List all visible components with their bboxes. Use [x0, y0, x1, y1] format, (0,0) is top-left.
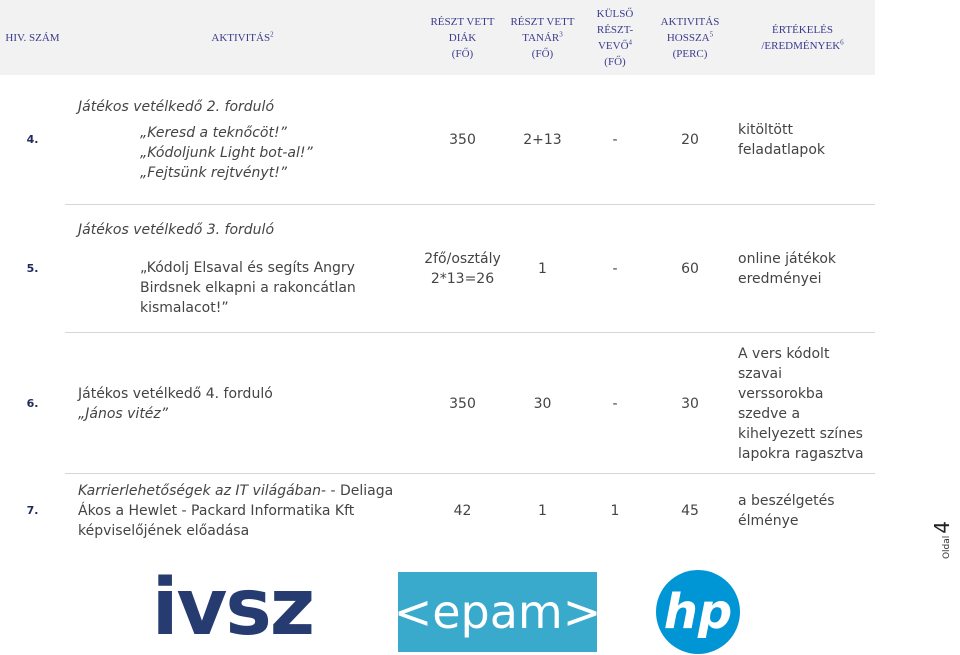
activity-cell: Játékos vetélkedő 4. forduló „János vitéz… — [65, 333, 420, 474]
row-divider — [65, 332, 875, 333]
students-cell: 42 — [420, 474, 505, 548]
header-cell: RÉSZT VETT DIÁK (FŐ) — [420, 0, 505, 75]
header-unit: (FŐ) — [451, 47, 474, 60]
students-line: 2*13=26 — [430, 271, 495, 287]
header-cell: RÉSZT VETT TANÁR3 (FŐ) — [505, 0, 580, 75]
students-line: 42 — [453, 503, 472, 519]
activity-text: Karrierlehetőségek az IT világában- - De… — [78, 481, 400, 541]
activity-text: Játékos vetélkedő 4. forduló „János vitéz… — [78, 384, 273, 424]
activity-cell: Játékos vetélkedő 2. forduló „Keresd a te… — [65, 75, 420, 205]
students-line: 350 — [449, 132, 476, 148]
duration-cell: 45 — [681, 503, 699, 519]
page-label: Oldal — [942, 535, 952, 560]
activity-part: Karrierlehetőségek az IT világában — [78, 483, 321, 499]
students-line: 350 — [449, 395, 476, 412]
header-sup: 3 — [559, 29, 563, 38]
duration-cell: 60 — [681, 261, 699, 277]
teachers-cell: 2+13 — [523, 132, 562, 148]
students-cell: 2fő/osztály 2*13=26 — [420, 205, 505, 333]
activity-text: Játékos vetélkedő 2. forduló „Keresd a te… — [78, 97, 313, 183]
row-number: 5. — [26, 262, 39, 275]
page-number: Oldal 4 — [930, 500, 960, 580]
students-line: 2fő/osztály — [424, 251, 501, 267]
header-label: AKTIVITÁS HOSSZA — [660, 15, 720, 44]
header-label: ÉRTÉKELÉS /EREDMÉNYEK — [761, 23, 841, 52]
students: 42 — [454, 501, 472, 521]
row-number: 6. — [26, 396, 39, 410]
activity-cell: Karrierlehetőségek az IT világában- - De… — [65, 474, 420, 548]
header-unit: (FŐ) — [604, 55, 626, 68]
header-text: RÉSZT VETT TANÁR3 (FŐ) — [509, 14, 576, 62]
header-cell: HIV. SZÁM — [0, 0, 65, 75]
activity-line: „Keresd a teknőcöt!” — [140, 125, 287, 141]
evaluation-cell: a beszélgetés élménye — [738, 493, 835, 529]
teachers-cell: 1 — [538, 503, 547, 519]
students: 350 — [449, 130, 476, 150]
header-text: KÜLSŐ RÉSZT-VEVŐ4 (FŐ) — [584, 6, 646, 70]
activity-line: Játékos vetélkedő 2. forduló — [78, 99, 275, 115]
header-text: HIV. SZÁM — [5, 30, 59, 46]
header-text: ÉRTÉKELÉS /EREDMÉNYEK6 — [734, 22, 871, 54]
header-text: RÉSZT VETT DIÁK (FŐ) — [424, 14, 501, 62]
header-unit: (PERC) — [672, 47, 708, 60]
header-cell: AKTIVITÁS2 — [65, 0, 420, 75]
header-cell: ÉRTÉKELÉS /EREDMÉNYEK6 — [730, 0, 875, 75]
activity-line: Játékos vetélkedő 3. forduló — [78, 222, 275, 238]
activity-line: „Fejtsünk rejtvényt!” — [140, 165, 288, 181]
header-text: AKTIVITÁS HOSSZA5 (PERC) — [654, 14, 726, 62]
students: 2fő/osztály 2*13=26 — [424, 249, 501, 289]
activity-line: „Kódolj Elsaval és segíts Angry Birdsnek… — [140, 260, 356, 316]
header-sup: 6 — [840, 37, 844, 46]
header-label: RÉSZT VETT TANÁR — [510, 15, 575, 44]
external-cell: - — [612, 395, 618, 412]
row-number: 4. — [26, 133, 39, 146]
activity-part: - - Deliaga Ákos a Hewlet - Packard Info… — [78, 483, 394, 539]
header-cell: AKTIVITÁS HOSSZA5 (PERC) — [650, 0, 730, 75]
header-label: HIV. SZÁM — [5, 31, 60, 44]
page-num: 4 — [930, 520, 954, 534]
duration-cell: 30 — [681, 395, 699, 412]
external-cell: 1 — [610, 503, 620, 519]
logo-ivsz: ivsz — [151, 562, 315, 653]
teachers-cell: 1 — [538, 261, 547, 277]
activity-text: Játékos vetélkedő 3. forduló „Kódolj Elsa… — [78, 220, 400, 318]
activity-line: „Kódoljunk Light bot-al!” — [140, 145, 313, 161]
row-divider — [65, 204, 875, 205]
external-cell: - — [612, 132, 618, 148]
header-bg — [0, 0, 875, 75]
logo-hp: hp — [656, 570, 740, 654]
header-sup: 2 — [270, 29, 274, 38]
row-divider — [65, 473, 875, 474]
external-cell: - — [612, 261, 618, 277]
evaluation-cell: kitöltött feladatlapok — [738, 122, 825, 158]
students-cell: 350 — [420, 333, 505, 474]
header-label: AKTIVITÁS — [211, 31, 271, 44]
evaluation-cell: online játékok eredményei — [738, 251, 837, 287]
duration-cell: 20 — [681, 132, 699, 148]
header-sup: 5 — [709, 29, 714, 38]
header-unit: (FŐ) — [531, 47, 554, 60]
activity-cell: Játékos vetélkedő 3. forduló „Kódolj Elsa… — [65, 205, 420, 333]
logo-epam: <epam> — [394, 572, 601, 652]
row-number: 7. — [26, 504, 39, 517]
header-text: AKTIVITÁS2 — [211, 30, 273, 46]
header-label: RÉSZT VETT DIÁK — [430, 15, 495, 44]
teachers-cell: 30 — [533, 395, 552, 412]
evaluation-cell: A vers kódolt szavai verssorokba szedve … — [738, 345, 864, 462]
header-label: KÜLSŐ RÉSZT-VEVŐ — [596, 7, 634, 52]
header-cell: KÜLSŐ RÉSZT-VEVŐ4 (FŐ) — [580, 0, 650, 75]
header-sup: 4 — [628, 37, 633, 46]
students-cell: 350 — [420, 75, 505, 205]
activity-line: „János vitéz” — [78, 405, 169, 422]
students: 350 — [449, 394, 476, 414]
activity-line: Játékos vetélkedő 4. forduló — [78, 385, 273, 402]
